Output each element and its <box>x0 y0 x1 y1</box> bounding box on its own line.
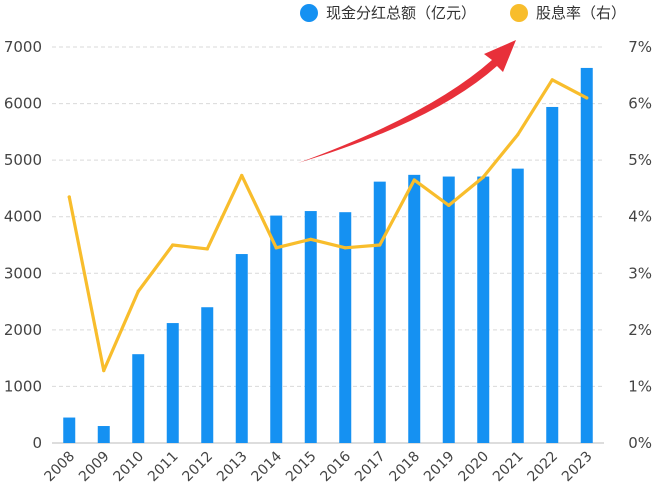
line-point <box>550 78 554 82</box>
y-tick-label-left: 4000 <box>4 208 42 226</box>
legend-marker-line <box>510 3 529 22</box>
y-tick-label-left: 3000 <box>4 264 42 282</box>
bar <box>132 354 145 443</box>
x-tick-label: 2008 <box>42 449 79 486</box>
x-tick-label: 2015 <box>283 449 320 486</box>
line-point <box>585 96 589 100</box>
y-tick-label-left: 1000 <box>4 377 42 395</box>
bar <box>63 417 76 443</box>
x-tick-label: 2012 <box>180 449 217 486</box>
x-tick-label: 2016 <box>318 448 355 485</box>
y-tick-label-right: 6% <box>628 95 652 113</box>
line-point <box>516 133 520 137</box>
legend-marker-bar <box>300 3 318 22</box>
line-point <box>205 247 209 251</box>
x-tick-label: 2017 <box>352 449 389 486</box>
legend-label-line: 股息率（右） <box>536 4 627 22</box>
line-point <box>447 203 451 207</box>
line-point <box>171 243 175 247</box>
bar <box>201 307 214 443</box>
line-point <box>67 195 71 199</box>
x-tick-label: 2011 <box>145 449 182 486</box>
bar <box>408 174 421 443</box>
y-tick-label-right: 0% <box>628 434 652 452</box>
x-tick-label: 2022 <box>525 449 562 486</box>
line-point <box>378 243 382 247</box>
bar <box>339 212 352 443</box>
y-tick-label-right: 1% <box>628 377 652 395</box>
bar <box>166 323 179 443</box>
bar <box>477 176 490 443</box>
y-tick-label-left: 0 <box>32 434 42 452</box>
bar <box>304 211 317 443</box>
line-point <box>274 246 278 250</box>
legend-item-line: 股息率（右） <box>510 2 626 23</box>
line-point <box>102 368 106 373</box>
y-tick-label-left: 7000 <box>4 38 42 56</box>
legend-label-bar: 现金分红总额（亿元） <box>326 4 477 22</box>
x-tick-label: 2009 <box>76 449 113 486</box>
bar <box>580 67 593 443</box>
legend: 现金分红总额（亿元） 股息率（右） <box>300 2 655 23</box>
y-tick-label-left: 2000 <box>4 321 42 339</box>
y-tick-label-right: 3% <box>628 264 652 282</box>
x-tick-label: 2019 <box>421 449 458 486</box>
bar <box>511 168 524 443</box>
line-point <box>343 246 347 250</box>
x-tick-label: 2021 <box>490 449 527 486</box>
bar <box>546 106 559 444</box>
line-point <box>136 289 140 293</box>
bar <box>97 426 110 443</box>
line-point <box>240 173 244 178</box>
line-point <box>412 178 416 182</box>
x-tick-label: 2020 <box>456 449 493 486</box>
x-tick-label: 2018 <box>387 449 424 486</box>
trend-arrow <box>298 40 516 163</box>
x-tick-label: 2013 <box>214 449 251 486</box>
bar <box>442 176 455 443</box>
y-tick-label-right: 7% <box>628 38 652 56</box>
y-tick-label-right: 4% <box>628 208 652 226</box>
y-tick-label-right: 2% <box>628 321 652 339</box>
line-point <box>481 175 485 179</box>
series-line <box>67 78 589 373</box>
x-tick-label: 2023 <box>559 449 596 486</box>
legend-item-bar: 现金分红总额（亿元） <box>300 2 476 23</box>
bar <box>373 181 386 443</box>
y-tick-label-right: 5% <box>628 151 652 169</box>
x-tick-label: 2014 <box>249 448 286 485</box>
line-point <box>309 237 313 241</box>
y-tick-label-left: 6000 <box>4 95 42 113</box>
x-tick-label: 2010 <box>111 449 148 486</box>
bar <box>235 254 248 443</box>
bar <box>270 215 283 443</box>
y-tick-label-left: 5000 <box>4 151 42 169</box>
